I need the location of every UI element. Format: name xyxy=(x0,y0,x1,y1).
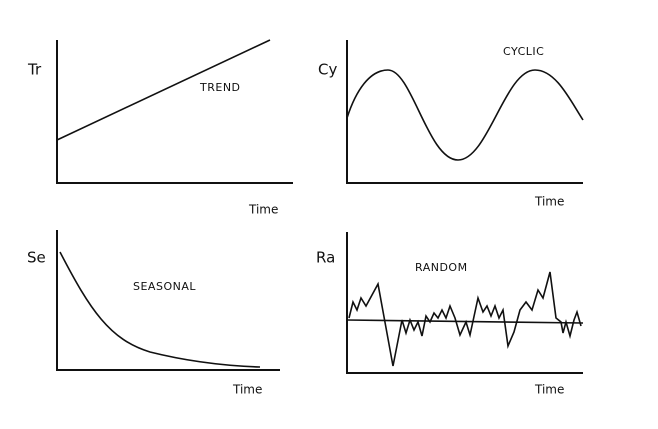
mean-line xyxy=(346,319,584,324)
trend-line xyxy=(56,39,271,141)
axis-label: Se xyxy=(27,249,46,267)
panel-name: SEASONAL xyxy=(133,280,196,293)
axis-label: Ra xyxy=(316,249,335,267)
x-label: Time xyxy=(232,383,262,397)
axis-label: Cy xyxy=(318,61,337,79)
axes xyxy=(346,40,583,184)
random-panel: Ra RANDOM Time xyxy=(316,232,584,397)
axes xyxy=(56,230,280,371)
panel-name: TREND xyxy=(199,81,241,94)
x-label: Time xyxy=(248,203,278,217)
axis-label: Tr xyxy=(27,61,42,79)
panel-name: RANDOM xyxy=(415,261,468,274)
x-label: Time xyxy=(534,195,564,209)
trend-panel: Tr TREND Time xyxy=(27,39,293,217)
seasonal-panel: Se SEASONAL Time xyxy=(27,230,280,397)
seasonal-curve xyxy=(59,251,261,368)
axes xyxy=(56,40,293,184)
x-label: Time xyxy=(534,383,564,397)
cyclic-curve xyxy=(346,69,584,161)
cyclic-panel: Cy CYCLIC Time xyxy=(318,40,584,209)
random-curve xyxy=(348,271,582,367)
panel-name: CYCLIC xyxy=(503,45,544,58)
axes xyxy=(346,232,583,374)
